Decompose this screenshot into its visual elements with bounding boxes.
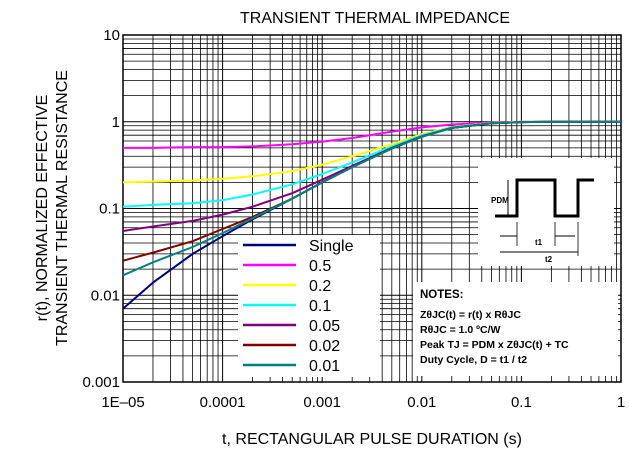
series-lines [122,120,621,310]
notes-background [413,282,618,376]
x-tick-label: 0.1 [511,394,532,411]
pdm-label: PDM [491,196,509,205]
legend-label-0.1: 0.1 [309,298,331,315]
plot-frame [122,34,622,383]
notes-line1: ZθJC(t) = r(t) x RθJC [420,309,521,321]
notes-box: NOTES: ZθJC(t) = r(t) x RθJC RθJC = 1.0 … [413,282,618,376]
legend-label-0.02: 0.02 [309,338,340,355]
y-tick-labels: 0.001 0.01 0.1 1 10 [82,27,120,391]
notes-line4: Duty Cycle, D = t1 / t2 [420,354,527,366]
y-tick-label: 0.01 [91,287,120,304]
x-axis-label: t, RECTANGULAR PULSE DURATION (s) [222,431,522,448]
legend-label-0.5: 0.5 [309,258,331,275]
x-tick-label: 0.001 [303,394,341,411]
legend-label-0.2: 0.2 [309,278,331,295]
y-axis-label-line2: TRANSIENT THERMAL RESISTANCE [54,70,71,346]
inset-background [478,158,614,266]
series-line-0.01 [122,120,621,277]
pulse-inset: PDM t1 t2 [478,158,614,266]
x-tick-labels: 1E–05 0.0001 0.001 0.01 0.1 1 [101,394,625,411]
chart-title: TRANSIENT THERMAL IMPEDANCE [240,10,510,27]
y-axis-label-line1: r(t), NORMALIZED EFFECTIVE [34,95,51,322]
notes-line2: RθJC = 1.0 ºC/W [420,324,500,336]
y-tick-label: 10 [103,27,120,44]
notes-line3: Peak TJ = PDM x ZθJC(t) + TC [420,339,569,351]
legend: Single 0.5 0.2 0.1 0.05 0.02 0.01 [238,235,380,377]
x-tick-label: 0.01 [407,394,436,411]
legend-label-0.05: 0.05 [309,318,340,335]
x-tick-label: 1 [617,394,625,411]
y-tick-label: 0.1 [99,201,120,218]
pulse-waveform [495,178,594,218]
x-tick-label: 0.0001 [200,394,246,411]
t1-label: t1 [535,238,543,247]
y-tick-label: 1 [112,114,120,131]
notes-title: NOTES: [420,289,463,301]
legend-label-Single: Single [309,238,354,255]
t2-label: t2 [545,255,553,264]
legend-label-0.01: 0.01 [309,358,340,375]
y-tick-label: 0.001 [82,374,120,391]
x-tick-label: 1E–05 [101,394,144,411]
